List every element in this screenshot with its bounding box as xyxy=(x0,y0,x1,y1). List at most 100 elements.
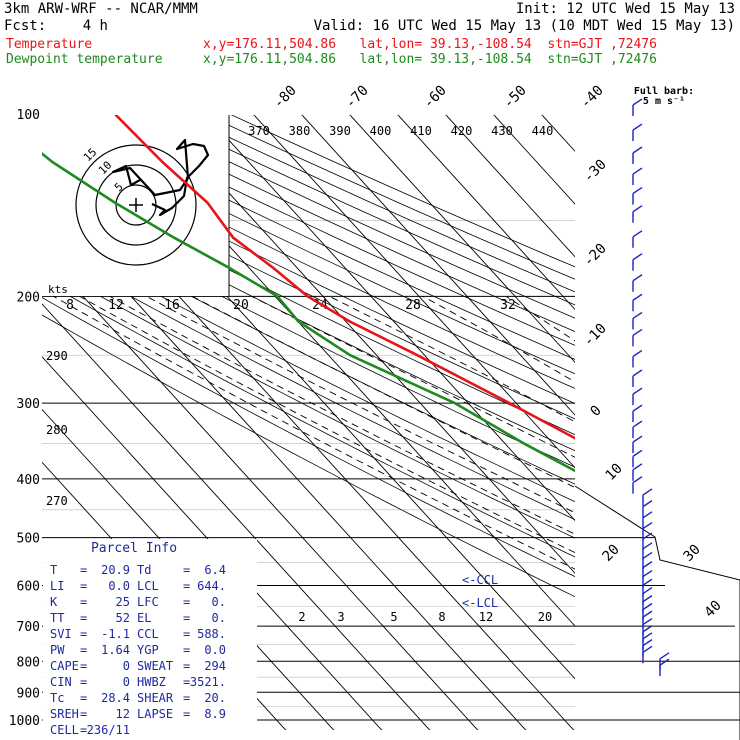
parcel-value: 52 xyxy=(116,611,130,625)
pressure-label: 700 xyxy=(17,620,40,635)
isotherm-line xyxy=(541,115,575,152)
isotherm-label: 40 xyxy=(702,598,725,621)
parcel-key: LCL xyxy=(137,579,159,593)
hodo-kts-label: kts xyxy=(48,283,68,296)
parcel-equals: = xyxy=(80,675,87,689)
parcel-key: CELL xyxy=(50,723,79,737)
wind-barb xyxy=(632,476,643,484)
parcel-equals: = xyxy=(80,563,87,577)
parcel-equals: = xyxy=(80,707,87,721)
hodo-direction-tick: 270 xyxy=(46,494,68,508)
mixing-ratio-label: 20 xyxy=(538,610,552,624)
parcel-key: Td xyxy=(137,563,151,577)
parcel-value: 0 xyxy=(123,675,130,689)
isotherm-label: -80 xyxy=(271,83,300,112)
wind-barb xyxy=(632,435,643,443)
parcel-value: 0. xyxy=(212,595,226,609)
wind-barb xyxy=(659,652,670,660)
theta-label: 420 xyxy=(451,124,473,138)
dry-adiabat xyxy=(42,314,575,598)
parcel-value: 20. xyxy=(204,691,226,705)
wind-barb xyxy=(642,617,653,626)
parcel-equals: = xyxy=(183,659,190,673)
wind-barb xyxy=(632,387,643,395)
dry-adiabat xyxy=(42,119,575,375)
wind-barb xyxy=(642,561,653,569)
theta-label: 380 xyxy=(289,124,311,138)
dry-adiabat xyxy=(42,280,575,558)
sounding-traces xyxy=(42,115,575,473)
dewpoint-trace xyxy=(42,151,575,473)
barb-legend-title: Full barb: xyxy=(634,86,694,97)
hodo-speed-tick: 20 xyxy=(233,298,249,313)
wind-barb xyxy=(632,293,643,301)
parcel-equals: = xyxy=(183,627,190,641)
parcel-equals: = xyxy=(80,579,87,593)
parcel-key: CIN xyxy=(50,675,72,689)
dry-adiabat xyxy=(42,231,575,503)
wind-barb xyxy=(632,167,643,175)
wind-barb xyxy=(632,230,643,238)
parcel-equals: = xyxy=(183,707,190,721)
parcel-key: SHEAR xyxy=(137,691,174,705)
hodo-direction-tick: 280 xyxy=(46,423,68,437)
parcel-key: T xyxy=(50,563,57,577)
wind-barb xyxy=(642,551,653,559)
wind-barb xyxy=(632,186,643,195)
parcel-key: YGP xyxy=(137,643,159,657)
parcel-key: SREH xyxy=(50,707,79,721)
wind-barb xyxy=(632,98,643,106)
parcel-value: 3521. xyxy=(190,675,226,689)
isotherm-line xyxy=(301,115,575,416)
wind-barb xyxy=(642,542,653,550)
parcel-equals: = xyxy=(80,643,87,657)
pressure-label: 900 xyxy=(17,686,40,701)
wind-barb xyxy=(632,328,643,336)
parcel-value: 8.9 xyxy=(204,707,226,721)
moist-adiabat xyxy=(109,296,575,535)
wind-barb xyxy=(642,578,653,586)
pressure-label: 100 xyxy=(17,108,40,123)
mixing-ratio-label: 5 xyxy=(390,610,397,624)
parcel-equals: = xyxy=(80,595,87,609)
mixing-ratio-label: 3 xyxy=(337,610,344,624)
parcel-key: Tc xyxy=(50,691,64,705)
hodo-speed-tick: 8 xyxy=(66,298,74,313)
parcel-value: 28.4 xyxy=(101,691,130,705)
temperature-station-info: x,y=176.11,504.86 lat,lon= 39.13,-108.54… xyxy=(203,37,657,52)
isotherm-label: 10 xyxy=(603,461,626,484)
wind-barb xyxy=(632,123,643,131)
wind-barb xyxy=(632,146,643,154)
isotherm-line xyxy=(42,303,431,730)
dewpoint-station-info: x,y=176.11,504.86 lat,lon= 39.13,-108.54… xyxy=(203,52,657,67)
isotherm-label: -30 xyxy=(581,157,610,186)
dewpoint-legend: Dewpoint temperature xyxy=(6,52,163,67)
temperature-trace xyxy=(114,115,575,440)
theta-label: 390 xyxy=(329,124,351,138)
wind-barb xyxy=(642,595,653,603)
parcel-value: 0 xyxy=(123,659,130,673)
wind-barb xyxy=(642,511,653,519)
theta-label: 400 xyxy=(370,124,392,138)
parcel-value: 0.0 xyxy=(204,643,226,657)
parcel-value: 0. xyxy=(212,611,226,625)
parcel-equals: = xyxy=(80,611,87,625)
pressure-label: 1000 xyxy=(9,714,40,729)
barb-legend-value: 5 m s⁻¹ xyxy=(643,96,685,107)
wind-barb xyxy=(642,602,653,611)
ccl-marker: <-CCL xyxy=(462,573,498,587)
init-time: Init: 12 UTC Wed 15 May 13 xyxy=(516,1,735,17)
parcel-value: 12 xyxy=(116,707,130,721)
isotherm-line xyxy=(397,115,575,311)
parcel-value: -1.1 xyxy=(101,627,130,641)
hodo-speed-tick: 12 xyxy=(108,298,124,313)
wind-barb xyxy=(642,569,653,578)
parcel-panel-bg xyxy=(43,539,257,730)
mixing-ratio-label: 2 xyxy=(298,610,305,624)
wind-barb xyxy=(642,632,653,640)
forecast-label: Fcst: xyxy=(4,18,46,34)
isotherm-label: 20 xyxy=(600,542,623,565)
parcel-equals: = xyxy=(183,675,190,689)
